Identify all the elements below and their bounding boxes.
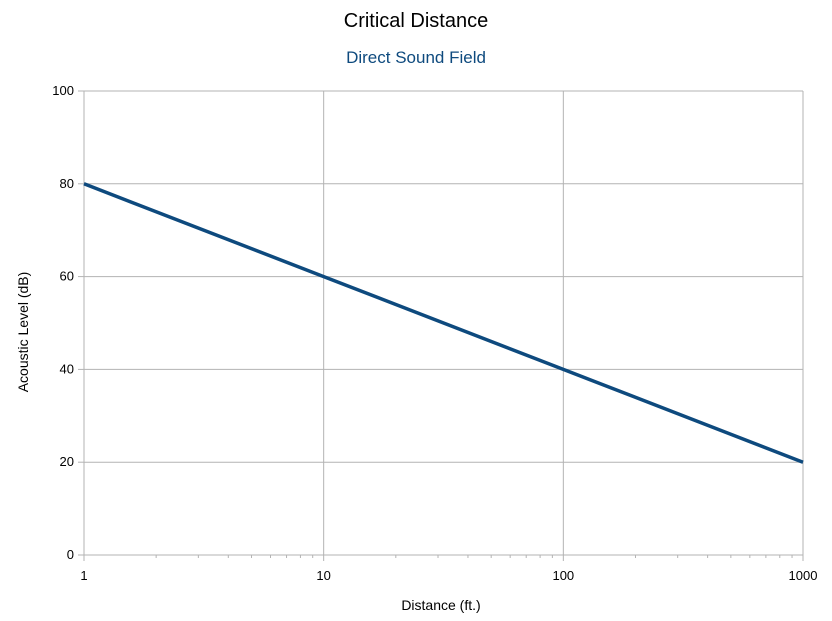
y-tick-label: 40: [60, 361, 74, 376]
y-tick-label: 100: [52, 83, 74, 98]
y-axis-title: Acoustic Level (dB): [15, 272, 31, 393]
x-axis-title: Distance (ft.): [401, 597, 480, 613]
y-tick-label: 60: [60, 269, 74, 284]
chart-subtitle: Direct Sound Field: [346, 48, 486, 67]
x-tick-label: 100: [552, 568, 574, 583]
chart-title: Critical Distance: [343, 10, 489, 32]
tick-labels: 0 20 40 60 80 100 1 10 100 1000: [52, 83, 817, 583]
x-tick-label: 10: [316, 568, 330, 583]
y-tick-label: 20: [60, 454, 74, 469]
y-tick-label: 0: [67, 547, 74, 562]
x-tick-label: 1000: [789, 568, 818, 583]
axes: [78, 90, 804, 561]
series-line: [83, 182, 804, 464]
series-layer: [83, 182, 804, 464]
x-tick-label: 1: [80, 568, 87, 583]
y-tick-label: 80: [60, 176, 74, 191]
